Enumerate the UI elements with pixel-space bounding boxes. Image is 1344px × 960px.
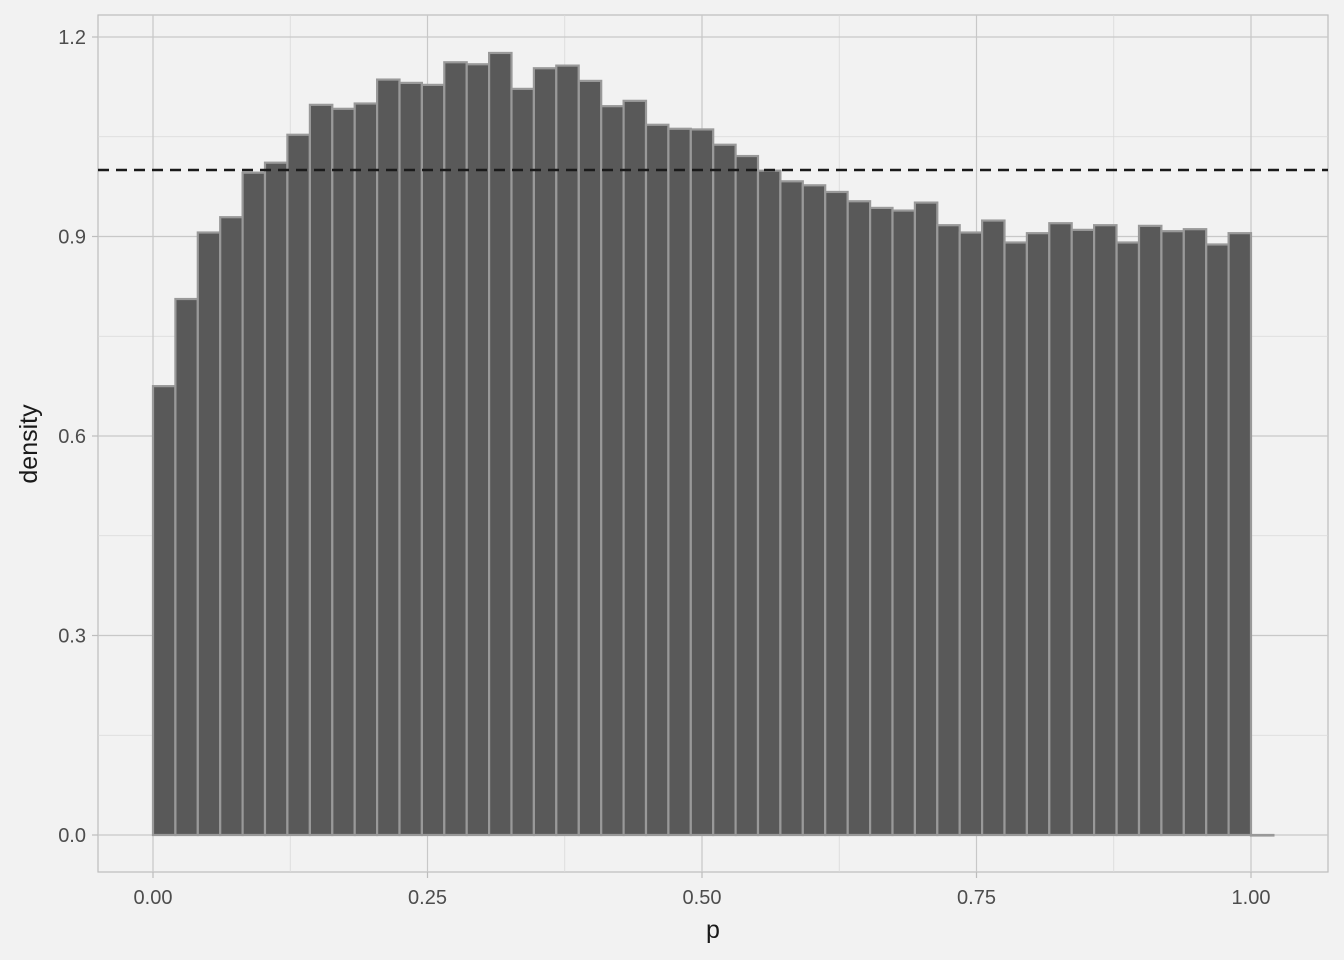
histogram-bar [936, 224, 961, 837]
histogram-bar [263, 161, 289, 837]
histogram-bar [667, 127, 692, 837]
histogram-bar [846, 200, 872, 837]
histogram-bar [353, 102, 379, 837]
histogram-bar [1249, 833, 1275, 837]
histogram-bar [241, 171, 267, 837]
histogram-bar [644, 123, 670, 837]
histogram-bar [913, 201, 939, 837]
histogram-bar [1137, 224, 1163, 837]
x-tick-label: 0.00 [134, 887, 173, 909]
y-axis-ticks: 0.0 0.3 0.6 0.9 1.2 [58, 27, 98, 847]
histogram-bar [1092, 224, 1118, 837]
plot-panel [97, 14, 1329, 873]
histogram-bar [398, 81, 424, 837]
histogram-bar [1227, 232, 1253, 837]
x-tick-label: 0.25 [408, 887, 447, 909]
histogram-bar [891, 209, 917, 837]
histogram-bar [151, 385, 177, 837]
y-tick-label: 0.0 [58, 825, 86, 847]
histogram-bar [577, 79, 603, 837]
histogram-bar [600, 105, 625, 837]
x-axis-title: p [706, 916, 720, 944]
histogram-bar [1115, 241, 1141, 837]
histogram-bars [151, 51, 1275, 837]
y-tick-label: 0.3 [58, 626, 86, 648]
histogram-bar [622, 99, 648, 837]
histogram-bar [689, 128, 715, 837]
histogram-bar [779, 180, 804, 837]
histogram-bar [532, 67, 558, 837]
y-tick-label: 0.9 [58, 227, 86, 249]
histogram-bar [286, 133, 311, 837]
y-tick-label: 1.2 [58, 27, 86, 49]
histogram-bar [196, 231, 222, 837]
histogram-bar [376, 78, 401, 837]
y-tick-label: 0.6 [58, 426, 86, 448]
histogram-bar [1070, 228, 1096, 837]
histogram-bar [443, 61, 468, 837]
histogram-bar [734, 154, 760, 837]
x-tick-label: 0.50 [683, 887, 722, 909]
histogram-bar [869, 206, 894, 837]
histogram-bar [958, 231, 984, 837]
histogram-bar [555, 64, 580, 837]
histogram-bar [801, 184, 827, 837]
histogram-bar [756, 169, 782, 837]
histogram-bar [980, 219, 1006, 837]
histogram-bar [420, 83, 446, 837]
x-axis-ticks: 0.00 0.25 0.50 0.75 1.00 [134, 872, 1271, 909]
histogram-bar [824, 190, 849, 837]
histogram-bar [1003, 241, 1028, 837]
histogram-bar [1048, 222, 1073, 837]
histogram-bar [465, 63, 491, 837]
panel-border [97, 14, 1329, 873]
x-tick-label: 1.00 [1232, 887, 1271, 909]
y-axis-title: density [15, 404, 43, 484]
histogram-bar [174, 297, 199, 837]
histogram-bar [712, 143, 737, 837]
histogram-bar [308, 103, 334, 837]
x-tick-label: 0.75 [957, 887, 996, 909]
histogram-bar [510, 87, 535, 837]
histogram-bar [1182, 228, 1208, 837]
histogram-bar [219, 216, 244, 837]
histogram-bar [331, 107, 356, 837]
histogram-bar [1160, 230, 1185, 837]
histogram-bar [1205, 243, 1230, 837]
histogram-bar [1025, 232, 1051, 837]
